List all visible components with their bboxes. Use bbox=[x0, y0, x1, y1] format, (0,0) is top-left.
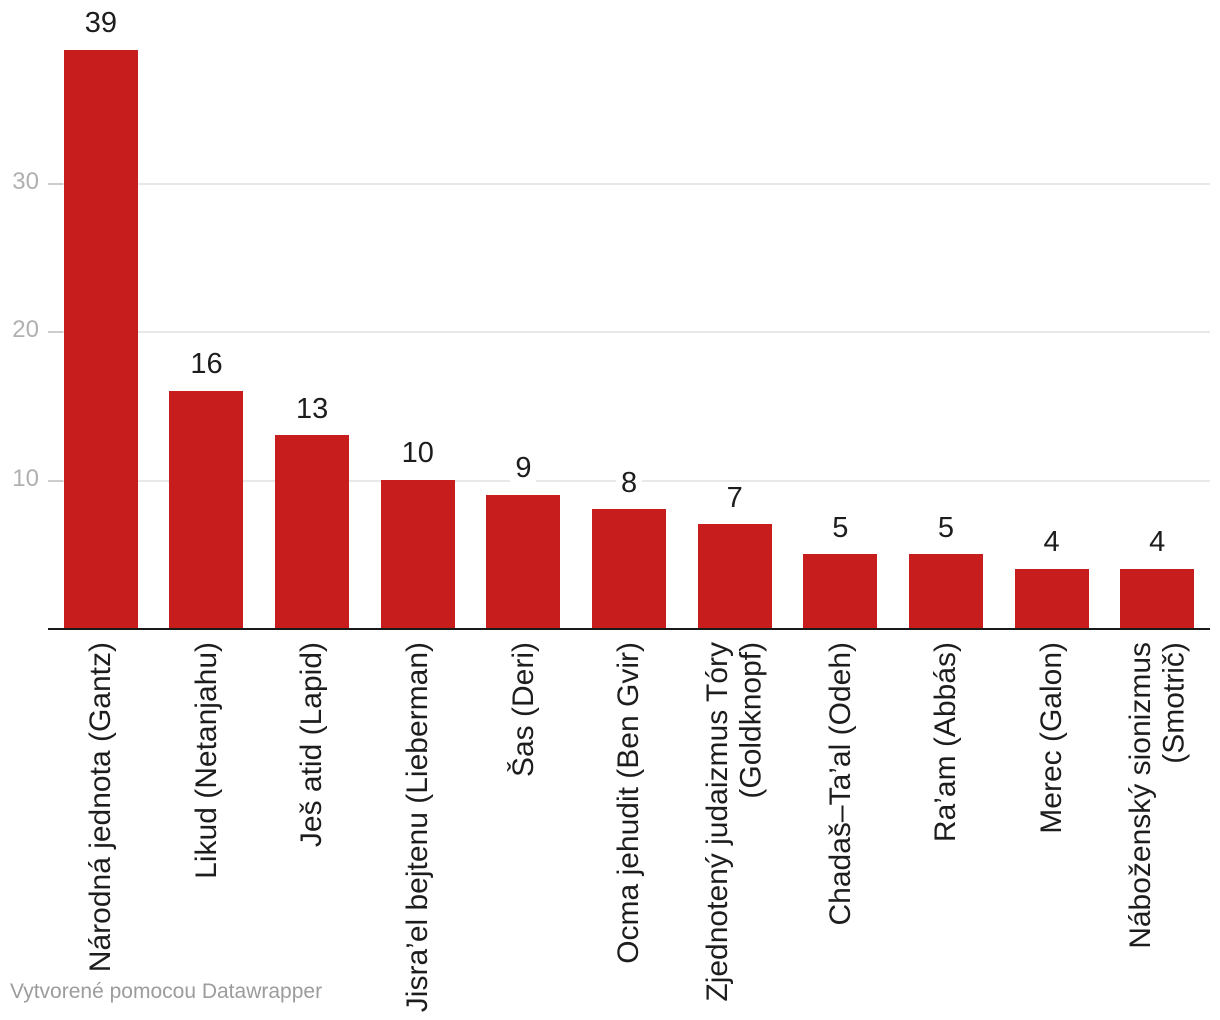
x-label-cell: Merec (Galon) bbox=[999, 642, 1105, 834]
x-label-cell: Ocma jehudit (Ben Gvir) bbox=[576, 642, 682, 964]
bars-row: 39 16 13 10 9 8 7 5 5 4 4 bbox=[48, 0, 1210, 628]
x-label-cell: Jisra’el bejtenu (Lieberman) bbox=[365, 642, 471, 1012]
y-tick-label: 10 bbox=[12, 464, 39, 492]
y-gridline bbox=[48, 183, 1210, 186]
x-label-cell: Šas (Deri) bbox=[471, 642, 577, 777]
bar-value-label: 10 bbox=[396, 437, 439, 471]
x-label-cell: Národná jednota (Gantz) bbox=[48, 642, 154, 972]
bar bbox=[486, 494, 561, 628]
x-category-label: Chadaš–Ta’al (Odeh) bbox=[823, 642, 857, 926]
bar-group: 7 bbox=[682, 481, 788, 628]
x-label-cell: Ra’am (Abbás) bbox=[893, 642, 999, 842]
y-gridline bbox=[48, 331, 1210, 334]
x-label-cell: Likud (Netanjahu) bbox=[154, 642, 260, 879]
x-label-cell: Zjednotený judaizmus Tóry (Goldknopf) bbox=[682, 642, 788, 1002]
bar-value-label: 16 bbox=[185, 348, 228, 382]
bar-value-label: 4 bbox=[1038, 526, 1065, 560]
bar bbox=[803, 553, 878, 628]
bar bbox=[908, 553, 983, 628]
x-category-label: Jisra’el bejtenu (Lieberman) bbox=[400, 642, 434, 1013]
bar-value-label: 5 bbox=[827, 511, 854, 545]
bar bbox=[63, 49, 138, 628]
bar bbox=[697, 524, 772, 628]
x-category-label: Ocma jehudit (Ben Gvir) bbox=[612, 642, 646, 964]
x-category-label: Merec (Galon) bbox=[1034, 642, 1068, 834]
x-category-label: Likud (Netanjahu) bbox=[189, 642, 223, 879]
x-label-cell: Náboženský sionizmus (Smotrič) bbox=[1104, 642, 1210, 949]
bar bbox=[1120, 568, 1195, 628]
x-category-label: Ra’am (Abbás) bbox=[929, 642, 963, 843]
x-axis-labels: Národná jednota (Gantz) Likud (Netanjahu)… bbox=[48, 642, 1210, 1012]
bar bbox=[275, 435, 350, 628]
x-axis-line bbox=[48, 628, 1210, 630]
y-tick-label: 30 bbox=[12, 168, 39, 196]
x-category-label: Zjednotený judaizmus Tóry (Goldknopf) bbox=[701, 642, 768, 1002]
bar-group: 39 bbox=[48, 7, 154, 628]
bar bbox=[169, 390, 244, 628]
y-tick-mark bbox=[48, 183, 63, 186]
bar-group: 4 bbox=[1104, 526, 1210, 628]
bar-group: 5 bbox=[893, 511, 999, 628]
y-tick-label: 20 bbox=[12, 316, 39, 344]
bar-group: 9 bbox=[471, 452, 577, 628]
y-tick-mark bbox=[48, 331, 63, 334]
bar-group: 5 bbox=[787, 511, 893, 628]
x-label-cell: Ješ atid (Lapid) bbox=[259, 642, 365, 847]
bar-value-label: 9 bbox=[510, 452, 537, 486]
bar bbox=[1014, 568, 1089, 628]
bar-value-label: 7 bbox=[721, 481, 748, 516]
bar bbox=[380, 479, 455, 628]
bar bbox=[592, 509, 667, 628]
bar-group: 13 bbox=[259, 392, 365, 628]
attribution-text: Vytvorené pomocou Datawrapper bbox=[10, 980, 323, 1003]
x-category-label: Ješ atid (Lapid) bbox=[295, 642, 329, 848]
x-category-label: Národná jednota (Gantz) bbox=[84, 642, 118, 973]
bar-value-label: 8 bbox=[615, 467, 643, 501]
bar-value-label: 5 bbox=[932, 511, 960, 545]
bar-value-label: 4 bbox=[1144, 526, 1171, 560]
bar-group: 16 bbox=[154, 348, 260, 628]
y-tick-mark bbox=[48, 479, 63, 482]
bar-value-label: 39 bbox=[79, 7, 122, 41]
bar-value-label: 13 bbox=[290, 392, 334, 427]
bar-group: 10 bbox=[365, 437, 471, 628]
plot-area: 39 16 13 10 9 8 7 5 5 4 4 bbox=[48, 0, 1210, 628]
bar-group: 8 bbox=[576, 467, 682, 628]
x-category-label: Šas (Deri) bbox=[506, 642, 540, 778]
x-category-label: Náboženský sionizmus (Smotrič) bbox=[1123, 642, 1191, 949]
bar-group: 4 bbox=[999, 526, 1105, 628]
x-label-cell: Chadaš–Ta’al (Odeh) bbox=[787, 642, 893, 926]
